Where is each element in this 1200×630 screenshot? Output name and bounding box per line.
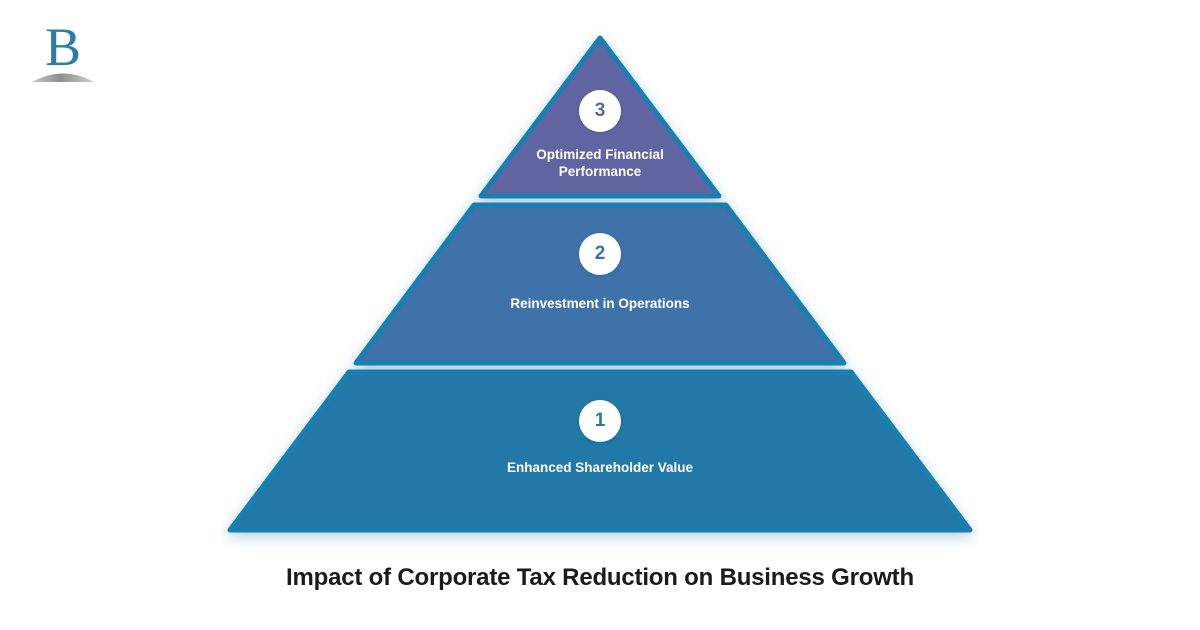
pyramid-level-1-shape [227,369,973,533]
level-2-label: Reinvestment in Operations [510,296,690,311]
page-title: Impact of Corporate Tax Reduction on Bus… [286,564,914,591]
level-3-number: 3 [594,100,606,121]
brand-logo: B [28,18,98,82]
level-2-badge: 2 [579,233,621,275]
level-1-badge: 1 [579,400,621,442]
logo-letter: B [44,17,82,77]
pyramid-level-2-shape [353,202,847,366]
level-2-number: 2 [594,243,606,264]
level-1-number: 1 [594,410,606,431]
level-3-badge: 3 [579,90,621,132]
logo-hill-icon [32,73,94,82]
level-1-label: Enhanced Shareholder Value [506,460,694,475]
level-3-label: Optimized Financial Performance [536,147,664,179]
